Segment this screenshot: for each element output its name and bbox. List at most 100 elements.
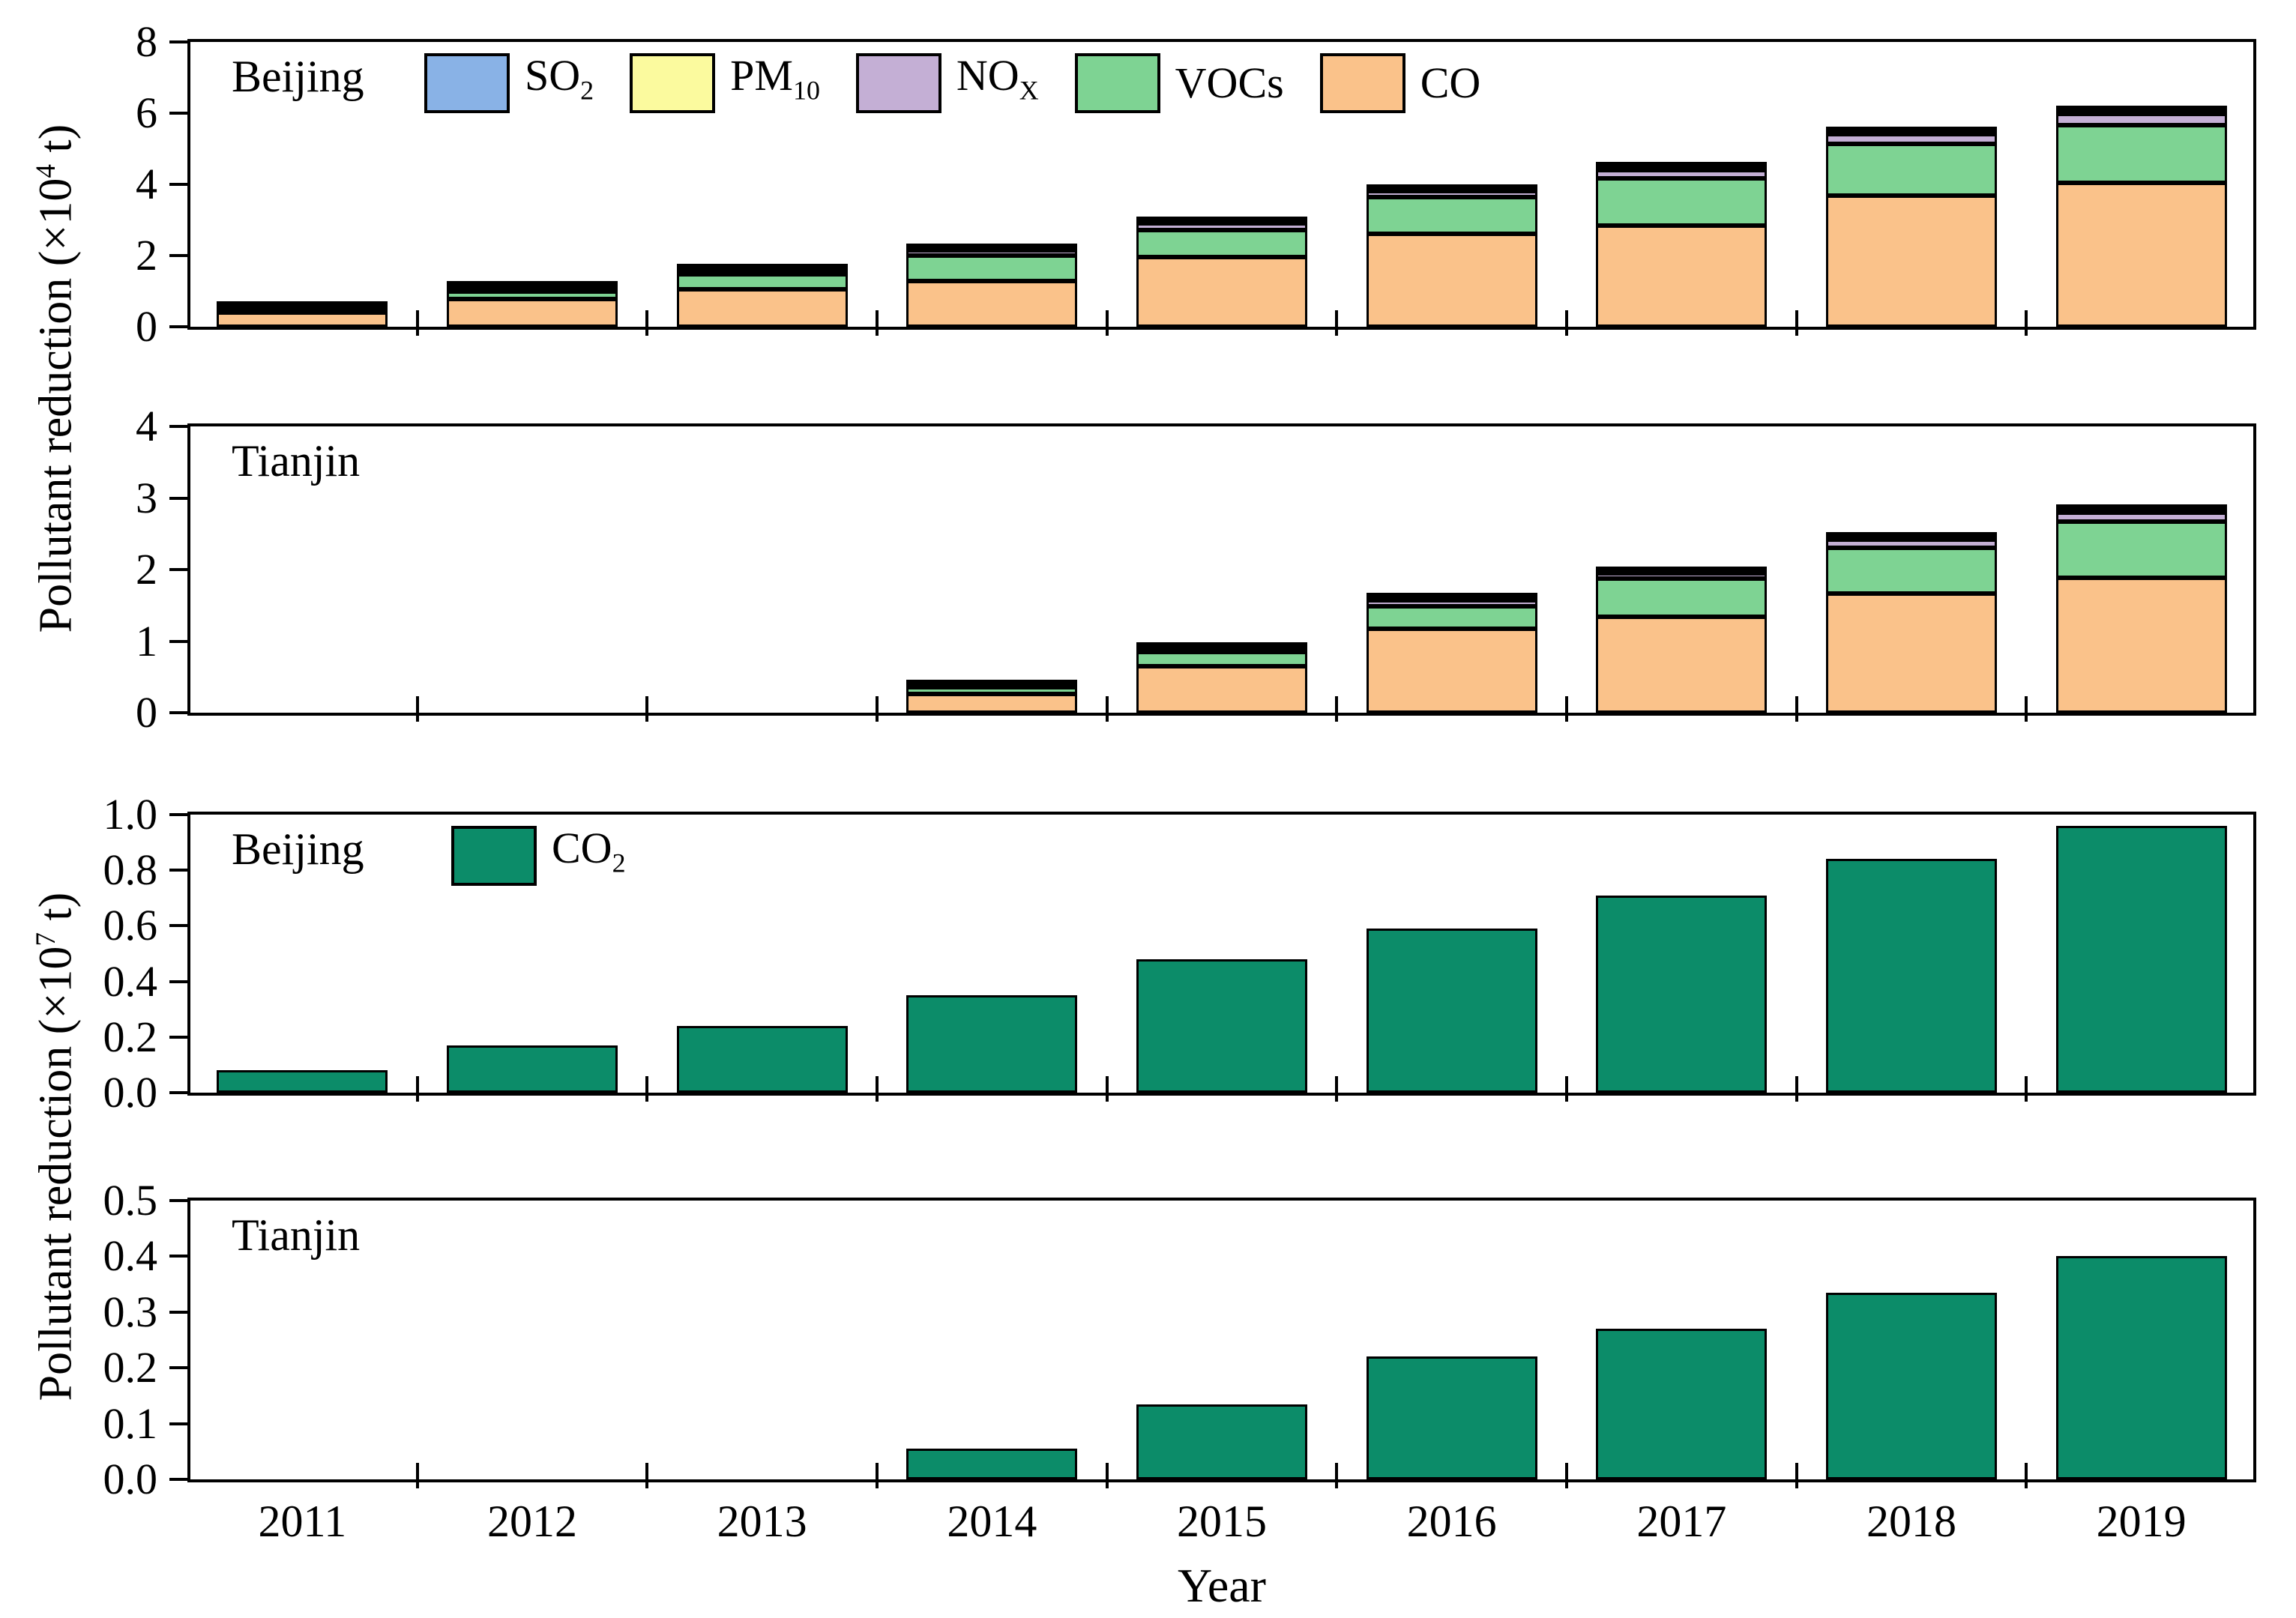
y-tick-label: 1 <box>136 616 157 665</box>
x-tick <box>2025 310 2028 336</box>
bar-segment-vocs <box>1136 651 1307 666</box>
panel-beijing-co2: 0.0 0.2 0.4 0.6 0.8 1.0 Beijing CO2 <box>103 792 2256 1115</box>
bar-beijing-pollutants-2015 <box>1136 42 1307 327</box>
bar-tianjin-co2-2015 <box>1136 1201 1307 1479</box>
bar-segment-nox <box>1366 191 1537 197</box>
x-tick-label-2011: 2011 <box>258 1497 347 1546</box>
bar-segment-nox <box>1826 539 1997 549</box>
bar-tianjin-co2-2017 <box>1596 1201 1768 1479</box>
bar-segment-co2 <box>906 995 1078 1093</box>
y-tick <box>169 813 187 816</box>
y-tick <box>169 1310 187 1314</box>
bar-tianjin-pollutants-2015 <box>1136 426 1307 713</box>
legend-label-so2: SO2 <box>525 52 594 114</box>
bar-segment-nox <box>447 286 618 292</box>
legend-label-main: PM <box>730 51 793 100</box>
y-tick-label: 0 <box>136 688 157 737</box>
y-tick <box>169 924 187 928</box>
x-tick-label-2015: 2015 <box>1176 1497 1267 1546</box>
bar-segment-co2 <box>217 1070 388 1093</box>
bar-segment-co <box>217 313 388 327</box>
bar-segment-vocs <box>1366 196 1537 234</box>
x-tick <box>415 1076 419 1102</box>
bar-tianjin-pollutants-2014 <box>906 426 1078 713</box>
x-tick <box>645 1076 649 1102</box>
bar-segment-vocs <box>447 291 618 299</box>
y-tick-label: 4 <box>136 402 157 450</box>
y-tick <box>169 1255 187 1258</box>
bar-beijing-co2-2015 <box>1136 815 1307 1093</box>
y-tick <box>169 869 187 872</box>
bar-segment-so2 <box>1826 126 1997 131</box>
legend-label-main: VOCs <box>1175 58 1284 107</box>
bar-segment-so2 <box>1366 593 1537 598</box>
x-tick <box>1105 1463 1109 1488</box>
bar-segment-co <box>906 281 1078 327</box>
bar-segment-so2 <box>1596 566 1768 571</box>
y-tick <box>169 496 187 500</box>
bar-segment-vocs <box>1366 606 1537 630</box>
legend-label-subscript: 2 <box>612 848 626 878</box>
x-tick-label-2016: 2016 <box>1406 1497 1497 1546</box>
y-tick <box>169 1366 187 1370</box>
y-tick <box>169 711 187 714</box>
x-tick <box>2025 1463 2028 1488</box>
bar-beijing-pollutants-2011 <box>217 42 388 327</box>
panel-label-beijing-pollutants: Beijing <box>232 52 364 101</box>
bar-beijing-pollutants-2012 <box>447 42 618 327</box>
bar-segment-co <box>1136 256 1307 327</box>
bar-beijing-co2-2018 <box>1826 815 1997 1093</box>
x-tick <box>2025 1076 2028 1102</box>
legend-swatch-nox <box>855 52 941 113</box>
x-tick <box>415 1463 419 1488</box>
bar-segment-vocs <box>217 308 388 313</box>
legend-label-subscript: 2 <box>580 75 594 106</box>
bar-segment-co2 <box>1596 895 1768 1093</box>
bar-segment-vocs <box>1136 229 1307 257</box>
bar-tianjin-pollutants-2018 <box>1826 426 1997 713</box>
bar-segment-vocs <box>676 274 848 290</box>
bar-segment-so2 <box>906 679 1078 684</box>
legend-label-main: SO <box>525 51 581 100</box>
y-tick-label: 0.4 <box>103 956 158 1006</box>
y-tick-label: 3 <box>136 473 157 522</box>
legend-co2: CO2 <box>451 825 662 887</box>
bar-segment-nox <box>1596 573 1768 579</box>
x-axis-title: Year <box>1178 1559 1266 1612</box>
bar-segment-nox <box>1826 134 1997 144</box>
bar-beijing-pollutants-2018 <box>1826 42 1997 327</box>
legend-label-co2: CO2 <box>552 825 626 887</box>
y-tick <box>169 1035 187 1039</box>
y-tick <box>169 112 187 115</box>
bar-segment-co2 <box>447 1045 618 1093</box>
y-tick-label: 0.5 <box>103 1176 158 1225</box>
legend-swatch-co <box>1319 52 1405 113</box>
y-tick <box>169 1091 187 1094</box>
bar-beijing-pollutants-2016 <box>1366 42 1537 327</box>
y-tick <box>169 979 187 983</box>
panel-beijing-pollutants: 0 2 4 6 8 Beijing SO2 PM10 NOX VOCs CO <box>136 19 2256 349</box>
bar-segment-so2 <box>1136 216 1307 221</box>
bar-tianjin-co2-2019 <box>2055 1201 2227 1479</box>
bar-segment-co2 <box>1826 859 1997 1093</box>
bar-beijing-co2-2019 <box>2055 815 2227 1093</box>
x-tick-label-2012: 2012 <box>486 1497 577 1546</box>
x-tick <box>1335 1076 1339 1102</box>
y-tick-label: 0 <box>136 302 157 351</box>
x-tick <box>645 1463 649 1488</box>
y-tick <box>169 1478 187 1481</box>
bar-segment-co <box>1366 233 1537 327</box>
x-tick <box>1105 696 1109 722</box>
legend-label-main: CO <box>1420 58 1481 107</box>
x-tick <box>1105 310 1109 336</box>
y-tick-label: 8 <box>136 17 157 66</box>
y-tick-label: 0.2 <box>103 1012 158 1061</box>
x-tick <box>1565 696 1568 722</box>
bar-tianjin-pollutants-2017 <box>1596 426 1768 713</box>
legend-swatch-pm10 <box>630 52 716 113</box>
bar-segment-nox <box>1136 223 1307 230</box>
bar-beijing-pollutants-2019 <box>2055 42 2227 327</box>
x-tick <box>645 696 649 722</box>
bar-segment-vocs <box>2055 522 2227 579</box>
panel-tianjin-pollutants: 0 1 2 3 4 Tianjin <box>136 404 2256 735</box>
